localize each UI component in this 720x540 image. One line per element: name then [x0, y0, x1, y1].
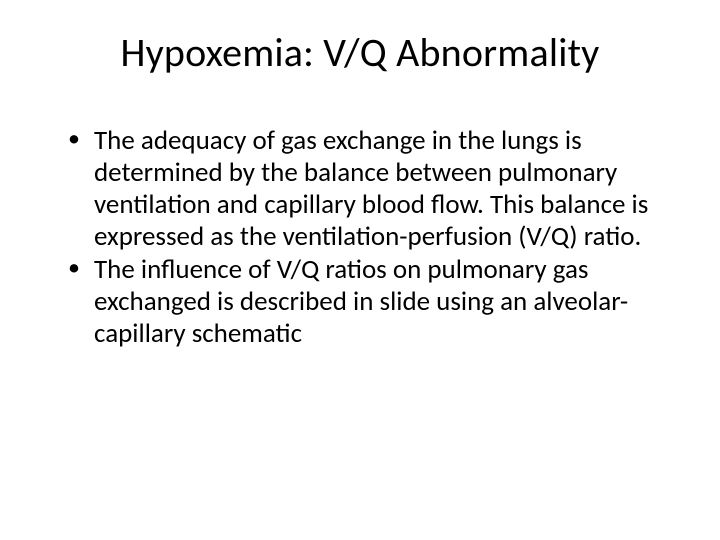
slide-body: The adequacy of gas exchange in the lung…: [40, 125, 680, 350]
bullet-item: The adequacy of gas exchange in the lung…: [72, 125, 680, 252]
slide: Hypoxemia: V/Q Abnormality The adequacy …: [0, 0, 720, 540]
slide-title: Hypoxemia: V/Q Abnormality: [40, 28, 680, 77]
bullet-item: The influence of V/Q ratios on pulmonary…: [72, 254, 680, 350]
